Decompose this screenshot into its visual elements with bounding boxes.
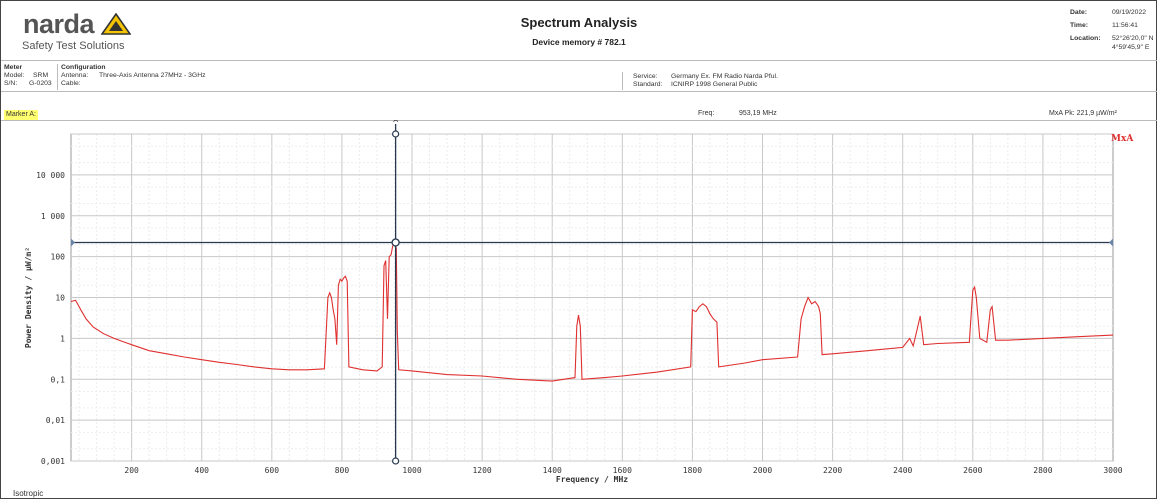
antenna-value: Three-Axis Antenna 27MHz - 3GHz bbox=[99, 72, 206, 79]
marker-peak-label: MxA Pk: bbox=[1049, 110, 1075, 117]
x-tick-label: 600 bbox=[265, 466, 280, 475]
time-label: Time: bbox=[1070, 22, 1089, 29]
x-tick-label: 1000 bbox=[402, 466, 421, 475]
standard-label: Standard: bbox=[633, 81, 663, 88]
antenna-label: Antenna: bbox=[61, 72, 89, 79]
marker-freq-label: Freq: bbox=[698, 110, 715, 117]
y-tick-label: 0,001 bbox=[41, 457, 65, 466]
marker-right-handle[interactable] bbox=[1109, 238, 1113, 247]
warning-triangle-icon bbox=[101, 13, 131, 35]
x-axis-title: Frequency / MHz bbox=[556, 475, 628, 484]
x-tick-label: 800 bbox=[335, 466, 350, 475]
y-tick-label: 0,01 bbox=[46, 416, 65, 425]
marker-left-handle[interactable] bbox=[71, 238, 75, 247]
model-value: SRM bbox=[33, 72, 49, 79]
model-label: Model: bbox=[4, 72, 25, 79]
device-memory: Device memory # 782.1 bbox=[532, 37, 626, 47]
x-tick-label: 2000 bbox=[753, 466, 772, 475]
service-label: Service: bbox=[633, 73, 658, 80]
service-divider bbox=[622, 72, 623, 90]
x-tick-label: 400 bbox=[195, 466, 210, 475]
narda-logo: narda Safety Test Solutions bbox=[15, 7, 155, 53]
date-value: 09/19/2022 bbox=[1112, 9, 1147, 16]
brand-subtitle: Safety Test Solutions bbox=[22, 40, 125, 52]
standard-value: ICNIRP 1998 General Public bbox=[671, 81, 758, 88]
spectrum-chart[interactable]: 0,001 0,01 0,1 1 10 100 1 000 10 000 200 400 600 80… bbox=[1, 120, 1157, 486]
marker-handle[interactable] bbox=[391, 238, 400, 247]
x-tick-label: 2200 bbox=[823, 466, 842, 475]
marker-label: Marker A: bbox=[4, 110, 38, 120]
y-axis-title: Power Density / µW/m² bbox=[23, 247, 33, 348]
meter-heading: Meter bbox=[4, 64, 23, 71]
y-tick-label: 10 000 bbox=[36, 171, 65, 180]
x-tick-label: 2600 bbox=[963, 466, 982, 475]
header-divider bbox=[1, 60, 1157, 61]
x-tick-label: 3000 bbox=[1103, 466, 1122, 475]
cable-label: Cable: bbox=[61, 80, 81, 87]
sn-value: G-0203 bbox=[29, 80, 52, 87]
x-tick-label: 1400 bbox=[543, 466, 562, 475]
marker-bottom-handle[interactable] bbox=[392, 457, 400, 465]
y-tick-label: 100 bbox=[51, 253, 66, 262]
location-lat: 52°26'20,0" N bbox=[1112, 35, 1154, 42]
marker-a-label: A bbox=[393, 120, 398, 124]
marker-peak-readout: MxA Pk: 221,9 µW/m² bbox=[1049, 110, 1117, 117]
report-title: Spectrum Analysis bbox=[520, 15, 638, 30]
time-value: 11:56:41 bbox=[1112, 22, 1138, 29]
y-tick-label: 10 bbox=[55, 294, 65, 303]
x-tick-label: 1600 bbox=[613, 466, 632, 475]
y-tick-label: 1 bbox=[60, 334, 65, 343]
marker-freq-value: 953,19 MHz bbox=[739, 110, 777, 117]
y-tick-label: 0,1 bbox=[51, 375, 66, 384]
legend-mxa: MxA bbox=[1111, 134, 1134, 144]
brand-name: narda bbox=[23, 9, 95, 39]
marker-peak-value: 221,9 µW/m² bbox=[1076, 110, 1117, 117]
x-tick-label: 2800 bbox=[1033, 466, 1052, 475]
date-label: Date: bbox=[1070, 9, 1087, 16]
info-divider bbox=[1, 91, 1157, 92]
x-tick-label: 1800 bbox=[683, 466, 702, 475]
antenna-mode: Isotropic bbox=[13, 489, 44, 498]
y-tick-label: 1 000 bbox=[41, 212, 65, 221]
location-label: Location: bbox=[1070, 35, 1101, 42]
meter-divider bbox=[57, 64, 58, 90]
marker-top-handle[interactable] bbox=[392, 130, 400, 138]
sn-label: S/N: bbox=[4, 80, 18, 87]
configuration-heading: Configuration bbox=[61, 64, 106, 71]
chart-divider bbox=[1, 120, 1157, 121]
x-tick-label: 200 bbox=[124, 466, 139, 475]
x-tick-label: 2400 bbox=[893, 466, 912, 475]
series-line-mxa bbox=[70, 241, 1114, 382]
x-tick-label: 1200 bbox=[472, 466, 491, 475]
service-value: Germany Ex. FM Radio Narda Pful. bbox=[671, 73, 778, 80]
location-lon: 4°59'45,9" E bbox=[1112, 44, 1150, 51]
